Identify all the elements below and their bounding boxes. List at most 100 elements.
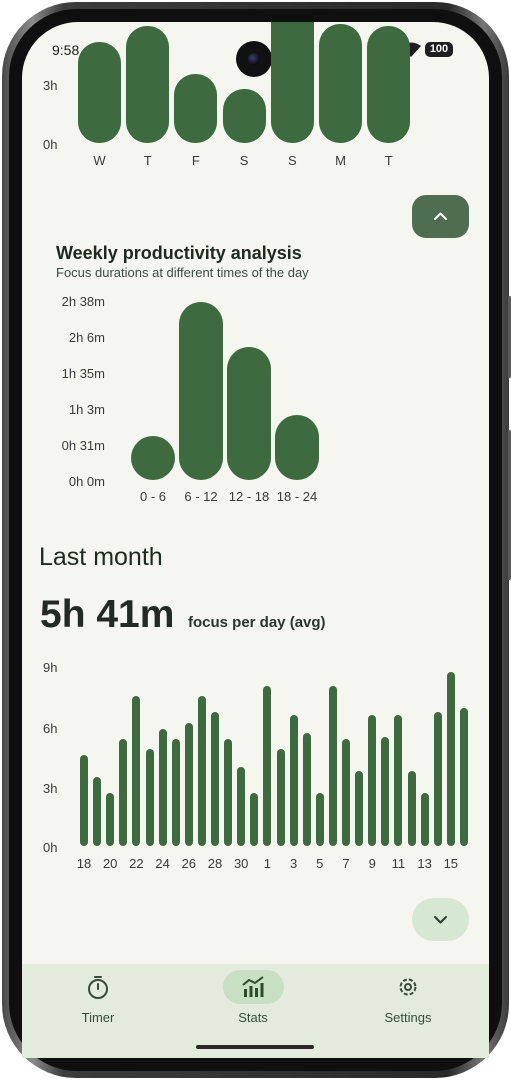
month-bar: [119, 739, 128, 846]
chevron-down-icon: [434, 916, 447, 924]
productivity-bar: [131, 436, 175, 480]
avg-focus-value: 5h 41m: [40, 593, 175, 636]
nav-stats-label: Stats: [238, 1010, 268, 1025]
productivity-title: Weekly productivity analysis: [56, 243, 302, 263]
month-bar: [315, 792, 324, 846]
productivity-x-label: 0 - 6: [139, 489, 166, 504]
productivity-bar: [179, 302, 223, 480]
month-x-label: 30: [233, 856, 249, 871]
month-bar: [289, 715, 298, 846]
nav-timer-label: Timer: [81, 1010, 115, 1025]
month-bar: [158, 729, 167, 846]
month-bar: [184, 723, 193, 846]
month-bar: [263, 685, 272, 846]
collapse-button[interactable]: [412, 195, 469, 238]
month-x-label: 1: [263, 856, 271, 871]
month-bar: [433, 711, 442, 846]
month-bar: [250, 792, 259, 846]
month-bar: [80, 755, 88, 846]
month-bar: [106, 792, 115, 846]
month-bar: [237, 766, 246, 846]
month-x-label: 15: [443, 856, 459, 871]
weekly-x-label: S: [239, 153, 249, 168]
y-tick-3h: 3h: [43, 78, 58, 93]
month-bar: [211, 711, 219, 846]
productivity-subtitle: Focus durations at different times of th…: [56, 265, 309, 280]
month-bar: [446, 671, 455, 846]
month-x-label: 3: [289, 856, 298, 871]
weekly-bar: [319, 24, 362, 143]
battery-indicator: 100: [425, 42, 453, 57]
month-bar: [381, 737, 390, 846]
productivity-x-label: 6 - 12: [184, 489, 218, 504]
stats-active-indicator: [223, 970, 284, 1004]
month-bar: [93, 776, 102, 846]
month-bar: [224, 739, 233, 846]
timer-icon: [88, 976, 108, 999]
month-x-label: 22: [129, 856, 144, 871]
month-bar: [459, 707, 468, 846]
month-x-label: 9: [368, 856, 376, 871]
volume-button: [508, 296, 511, 378]
weekly-bar: [270, 22, 314, 143]
screen: [22, 22, 489, 1058]
expand-button[interactable]: [412, 898, 469, 941]
month-bar: [145, 749, 154, 846]
month-x-label: 24: [155, 856, 170, 871]
weekly-bar: [174, 73, 218, 143]
month-x-label: 11: [391, 856, 406, 871]
month-bar: [407, 770, 416, 846]
weekly-x-label: S: [287, 153, 297, 168]
stats-icon: [242, 976, 264, 997]
month-x-label: 28: [207, 856, 223, 871]
month-bar: [197, 695, 206, 846]
month-bar: [276, 749, 285, 846]
power-button: [508, 430, 511, 580]
nav-timer[interactable]: Timer: [60, 972, 136, 1032]
month-y-tick: 3h: [43, 781, 58, 796]
gear-icon: [399, 978, 417, 996]
month-y-tick: 6h: [43, 721, 58, 736]
weekly-bar: [126, 26, 170, 143]
productivity-y-tick: 2h 38m: [61, 294, 105, 309]
month-x-label: 5: [316, 856, 324, 871]
productivity-y-tick: 2h 6m: [68, 330, 105, 345]
month-bar: [302, 733, 311, 846]
productivity-x-label: 12 - 18: [228, 489, 270, 504]
nav-settings[interactable]: Settings: [370, 972, 446, 1032]
gesture-bar: [196, 1045, 314, 1049]
month-x-label: 13: [417, 856, 432, 871]
nav-stats[interactable]: Stats: [215, 972, 291, 1032]
month-y-tick: 0h: [43, 840, 58, 855]
month-bar: [328, 685, 337, 846]
month-bar: [368, 715, 377, 846]
month-bar: [355, 770, 364, 846]
weekly-x-label: W: [93, 153, 106, 168]
productivity-y-tick: 0h 31m: [61, 438, 105, 453]
productivity-bar: [227, 347, 271, 480]
last-month-title: Last month: [39, 543, 163, 571]
month-y-tick: 9h: [43, 660, 58, 675]
month-bar: [394, 715, 403, 846]
front-camera: [236, 41, 272, 77]
month-x-label: 7: [342, 856, 350, 871]
productivity-y-tick: 1h 3m: [68, 402, 105, 417]
weekly-bar: [78, 42, 121, 143]
weekly-bar: [367, 26, 411, 143]
month-x-label: 18: [76, 856, 92, 871]
month-x-label: 20: [102, 856, 118, 871]
productivity-y-tick: 1h 35m: [61, 366, 105, 381]
avg-focus-label: focus per day (avg): [188, 614, 326, 631]
productivity-x-label: 18 - 24: [276, 489, 318, 504]
month-bar: [342, 739, 350, 846]
weekly-x-label: T: [143, 153, 152, 168]
nav-settings-label: Settings: [384, 1010, 432, 1025]
weekly-x-label: M: [335, 153, 346, 168]
month-x-label: 26: [181, 856, 197, 871]
weekly-x-label: T: [384, 153, 393, 168]
month-bar: [132, 695, 141, 846]
status-time: 9:58: [52, 42, 80, 58]
productivity-bar: [275, 414, 319, 480]
chevron-up-icon: [434, 212, 447, 220]
